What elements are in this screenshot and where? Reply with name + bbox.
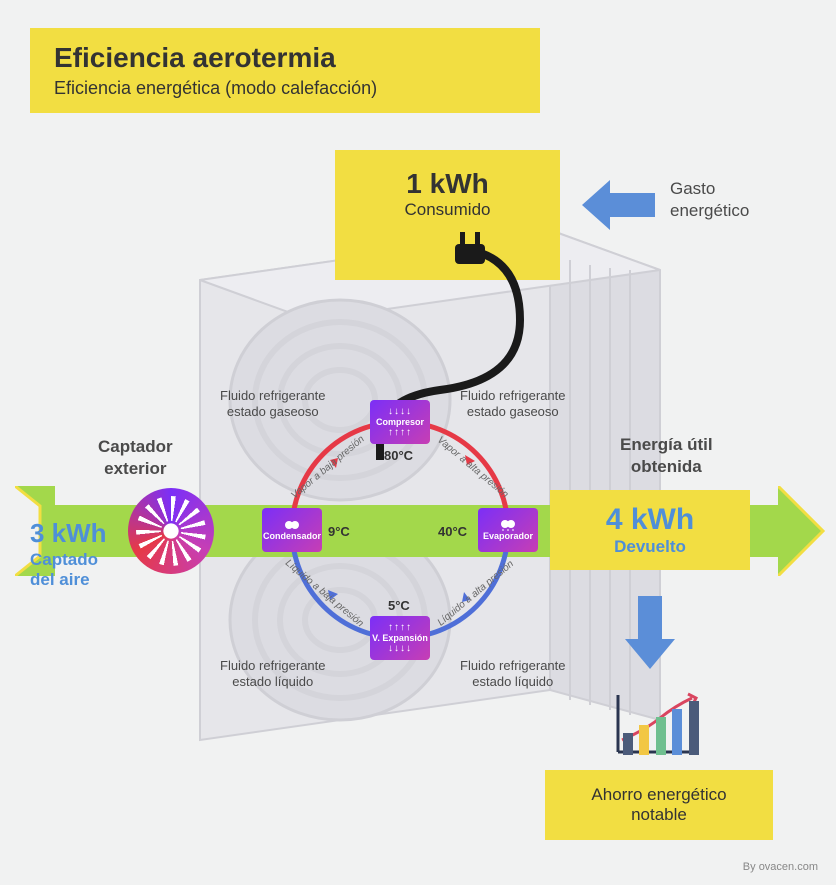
savings-label: Ahorro energético notable <box>591 785 726 825</box>
turbine-icon <box>128 488 214 574</box>
title-box: Eficiencia aerotermia Eficiencia energét… <box>30 28 540 113</box>
temp-left: 9°C <box>328 524 350 539</box>
cycle-node-left-label: Condensador <box>263 531 321 541</box>
chart-bar <box>656 717 666 755</box>
captured-label: Captado del aire <box>30 550 98 590</box>
chart-bar <box>623 733 633 755</box>
cloud-rain-icon <box>499 519 517 531</box>
cycle-node-expansion: ↑↑↑↑ V. Expansión ↓↓↓↓ <box>370 616 430 660</box>
attribution: By ovacen.com <box>743 861 818 873</box>
cycle-node-bottom-label: V. Expansión <box>372 633 428 643</box>
returned-box: 4 kWh Devuelto <box>550 490 750 570</box>
green-arrow-head <box>778 486 828 576</box>
temp-top: 80°C <box>384 448 413 463</box>
cycle-node-evaporador: Evaporador <box>478 508 538 552</box>
cycle-node-condensador: Condensador <box>262 508 322 552</box>
temp-right: 40°C <box>438 524 467 539</box>
captured-value: 3 kWh <box>30 518 107 549</box>
cycle-node-right-label: Evaporador <box>483 531 533 541</box>
useful-label: Energía útil obtenida <box>620 434 713 478</box>
fluid-label-tr: Fluido refrigerante estado gaseoso <box>460 388 566 419</box>
savings-arrow-icon <box>620 594 680 674</box>
chart-icon <box>610 690 700 765</box>
title-main: Eficiencia aerotermia <box>54 42 516 74</box>
returned-label: Devuelto <box>550 537 750 557</box>
cloud-icon <box>283 519 301 531</box>
consumed-label: Consumido <box>335 200 560 220</box>
expense-arrow-icon <box>580 175 660 235</box>
temp-bottom: 5°C <box>388 598 410 613</box>
expense-label: Gasto energético <box>670 178 749 222</box>
fluid-label-tl: Fluido refrigerante estado gaseoso <box>220 388 326 419</box>
title-sub: Eficiencia energética (modo calefacción) <box>54 78 516 99</box>
chart-bar <box>639 725 649 755</box>
savings-box: Ahorro energético notable <box>545 770 773 840</box>
fluid-label-br: Fluido refrigerante estado líquido <box>460 658 566 689</box>
chart-bar <box>689 701 699 755</box>
chart-bar <box>672 709 682 755</box>
consumed-value: 1 kWh <box>335 168 560 200</box>
cycle-node-top-label: Compresor <box>376 417 424 427</box>
captor-label: Captador exterior <box>98 436 173 480</box>
fluid-label-bl: Fluido refrigerante estado líquido <box>220 658 326 689</box>
cycle-node-compresor: ↓↓↓↓ Compresor ↑↑↑↑ <box>370 400 430 444</box>
returned-value: 4 kWh <box>550 503 750 537</box>
